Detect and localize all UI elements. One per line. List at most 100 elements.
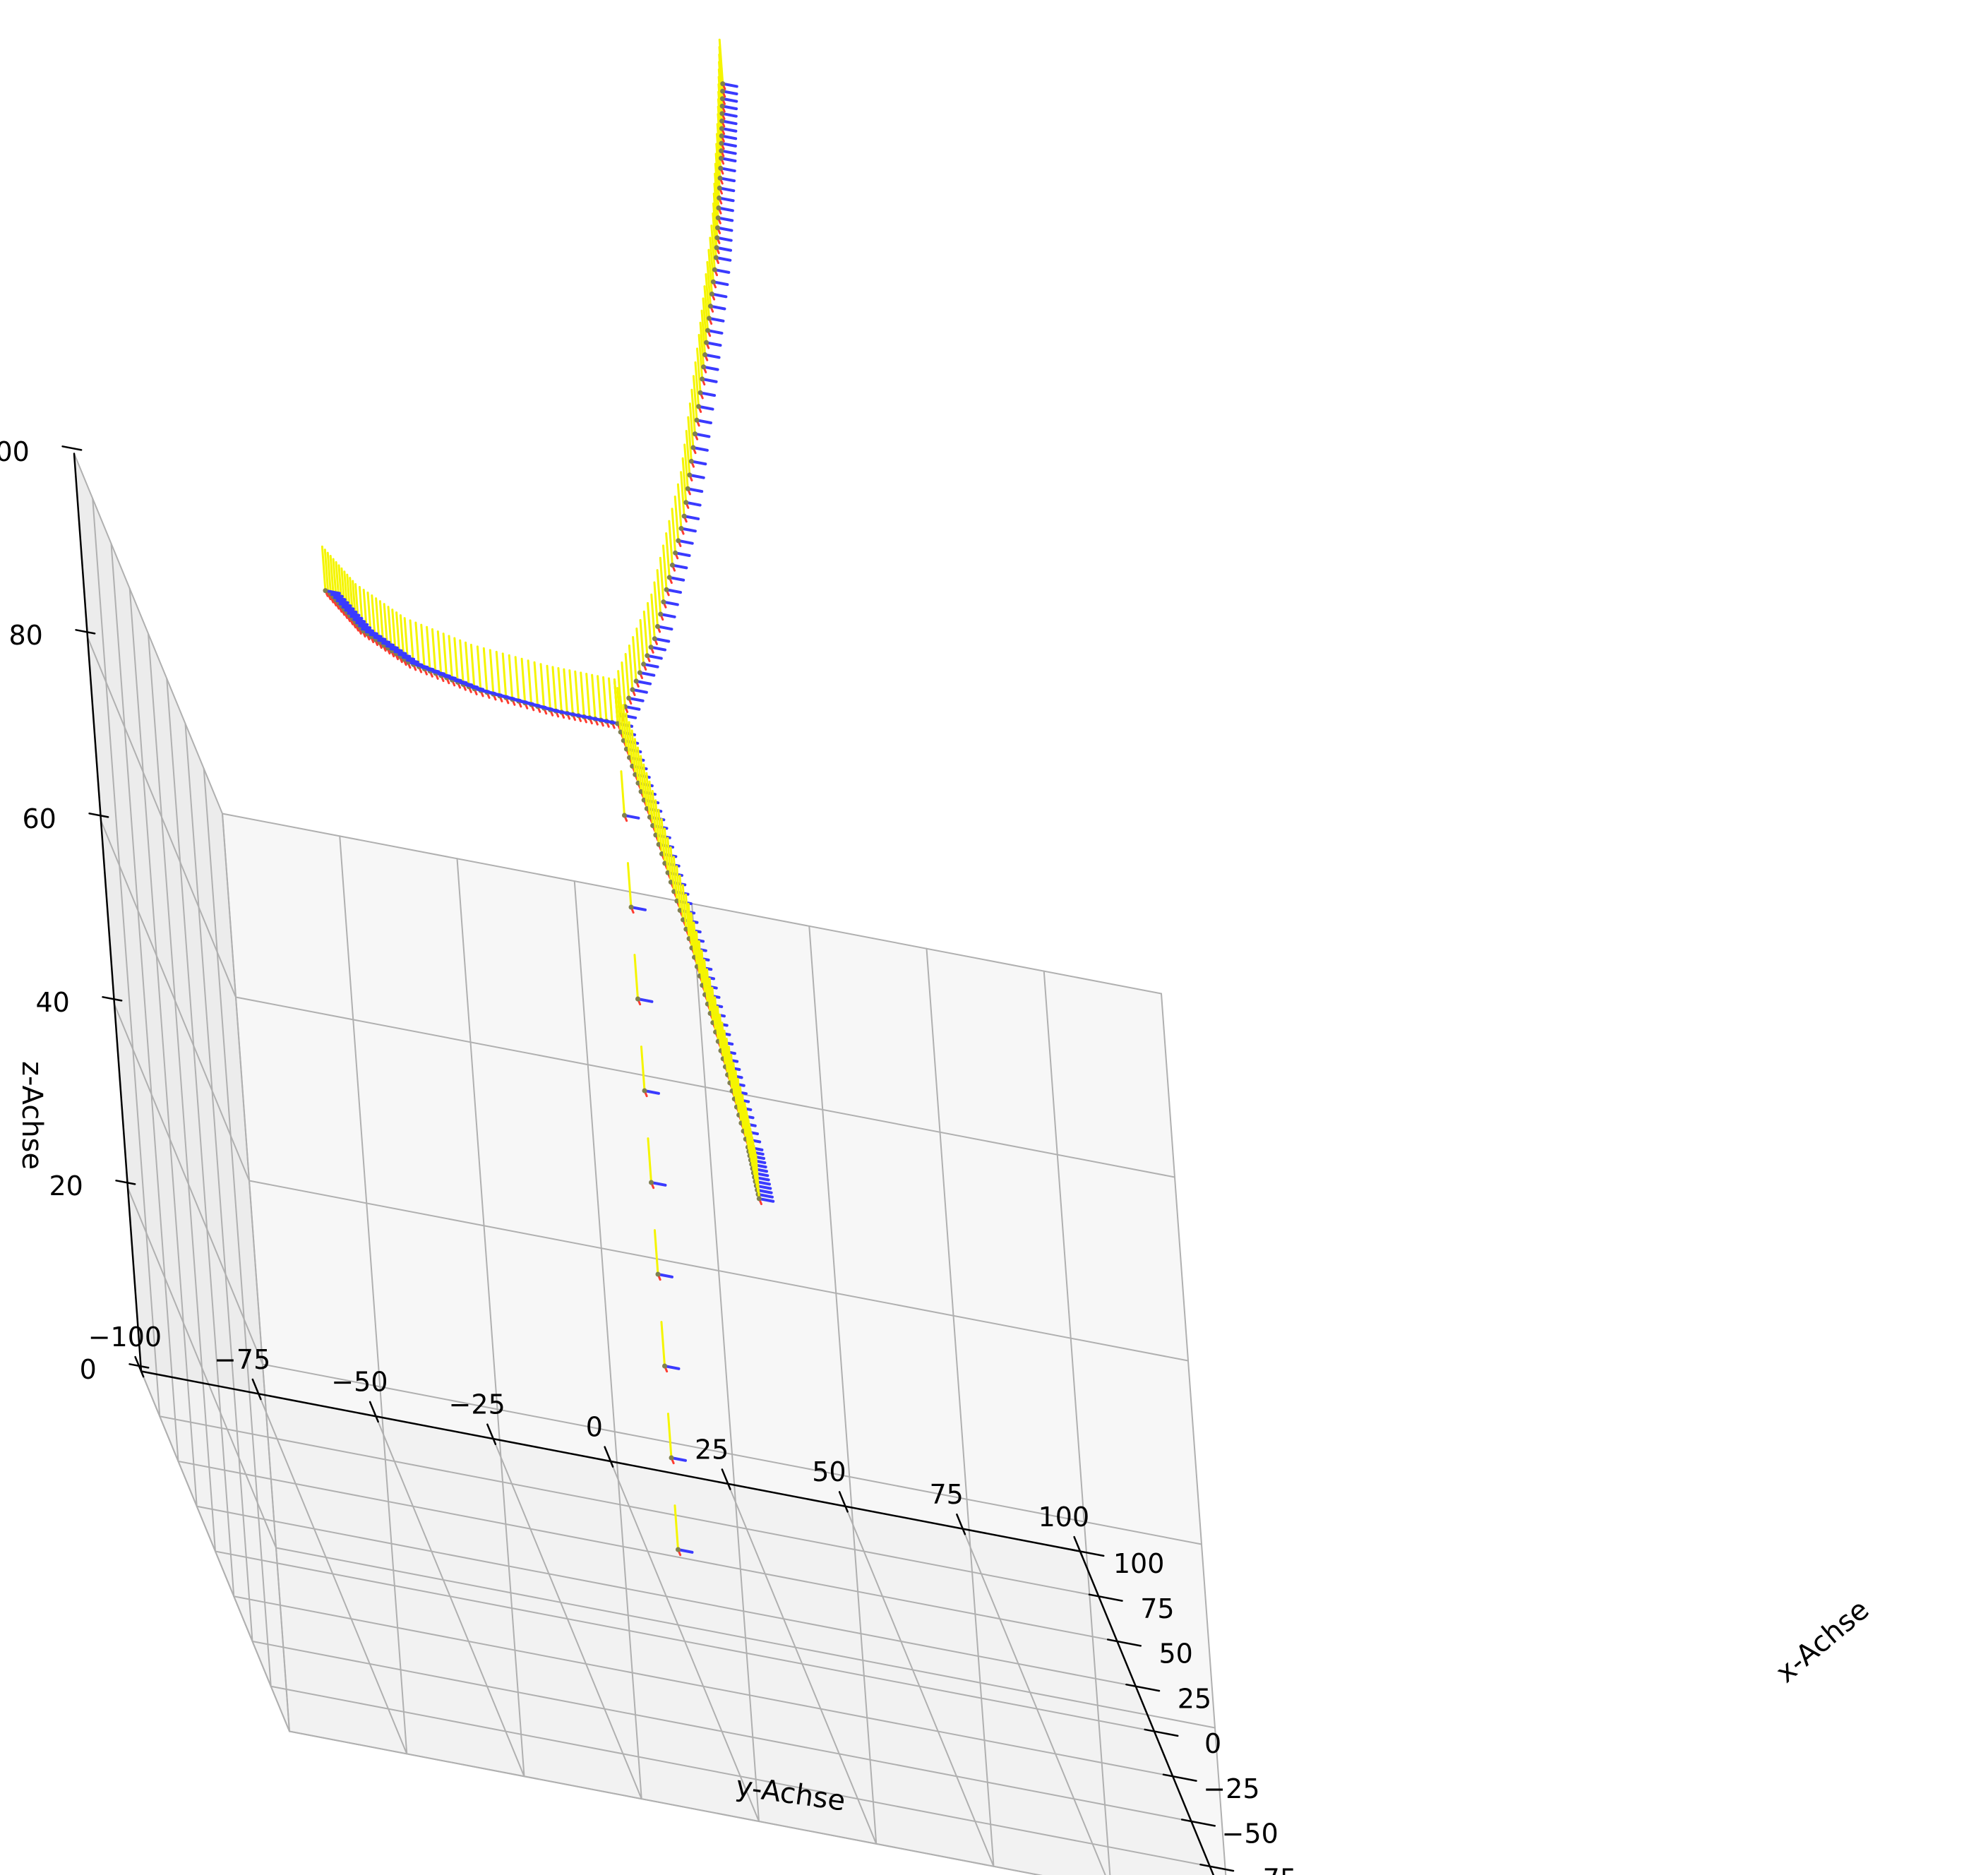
- frame-z-mark: [648, 780, 654, 827]
- frame-z-mark: [551, 666, 558, 712]
- frame-z-mark: [723, 1029, 729, 1077]
- grid-line: [100, 820, 250, 1182]
- frame-z-mark: [721, 1022, 726, 1068]
- grid-line: [691, 903, 760, 1822]
- frame-z-mark: [709, 236, 714, 283]
- data-point: [654, 623, 660, 629]
- frame-z-mark: [699, 321, 705, 369]
- x-tick: [1125, 1683, 1161, 1692]
- data-point: [637, 670, 642, 676]
- grid-line: [962, 1528, 1106, 1875]
- frame-z-mark: [732, 1062, 738, 1108]
- frame-z-mark: [563, 668, 568, 714]
- grid-line: [184, 723, 253, 1642]
- frame-z-mark: [700, 309, 707, 356]
- y-tick-label: 100: [1038, 1502, 1090, 1533]
- z-tick: [88, 813, 109, 818]
- frame-z-mark: [730, 1053, 736, 1101]
- z-axis-line: [73, 453, 143, 1372]
- frame-z-mark: [621, 661, 626, 708]
- grid-line: [222, 813, 290, 1732]
- frame-z-mark: [420, 623, 426, 671]
- data-point: [720, 88, 726, 94]
- grid-line: [262, 1363, 1202, 1545]
- data-point: [690, 445, 696, 450]
- x-tick-label: 75: [1140, 1593, 1174, 1624]
- frame-z-mark: [568, 669, 574, 716]
- frame-z-mark: [642, 763, 648, 810]
- frame-z-mark: [624, 653, 630, 700]
- data-point: [648, 645, 654, 650]
- data-point: [718, 165, 724, 171]
- data-point: [714, 225, 720, 231]
- data-point: [702, 352, 708, 357]
- frame-z-mark: [426, 625, 431, 673]
- frame-z-mark: [663, 827, 669, 874]
- frame-z-mark: [688, 402, 695, 449]
- grid-line: [114, 1003, 263, 1365]
- frame-z-mark: [692, 375, 698, 421]
- frame-z-mark: [736, 1077, 743, 1125]
- grid-line: [87, 636, 236, 998]
- frame-z-mark: [710, 224, 716, 271]
- frame-z-mark: [672, 856, 678, 902]
- data-point: [712, 267, 717, 272]
- data-point: [719, 96, 725, 102]
- frame-z-mark: [520, 657, 527, 705]
- frame-z-mark: [642, 610, 649, 657]
- frame-z-mark: [716, 123, 722, 169]
- grid-line: [275, 1547, 1216, 1729]
- frame-z-mark: [630, 729, 637, 776]
- grid-line: [844, 1505, 995, 1867]
- frame-z-mark: [501, 652, 508, 699]
- frame-z-mark: [666, 837, 672, 884]
- grid-line: [339, 835, 408, 1755]
- frame-z-mark: [703, 285, 709, 332]
- frame-z-mark: [708, 977, 714, 1024]
- y-tick: [369, 1401, 379, 1423]
- x-tick-label: 100: [1113, 1548, 1165, 1579]
- data-point: [719, 155, 724, 161]
- frame-z-mark: [694, 361, 700, 408]
- data-point: [641, 661, 647, 667]
- frame-z-mark: [696, 347, 702, 394]
- frame-z-mark: [681, 884, 688, 930]
- frame-z-mark: [676, 483, 683, 529]
- data-point: [661, 599, 666, 605]
- x-tick: [1106, 1639, 1142, 1647]
- data-point: [664, 587, 669, 592]
- frame-z-mark: [459, 639, 465, 686]
- frame-z-mark: [712, 212, 717, 259]
- data-point: [694, 417, 700, 423]
- frame-z-mark: [647, 1137, 652, 1184]
- frame-z-mark: [622, 704, 628, 750]
- data-point: [716, 205, 721, 210]
- data-point: [630, 687, 635, 693]
- frame-z-mark: [666, 1413, 673, 1459]
- data-point: [719, 126, 724, 131]
- frame-z-mark: [715, 143, 721, 189]
- frame-z-mark: [651, 789, 657, 837]
- frame-z-mark: [640, 755, 645, 801]
- data-point: [707, 316, 712, 321]
- frame-z-mark: [690, 388, 696, 436]
- frame-z-mark: [657, 808, 663, 856]
- grid-line: [248, 1180, 1189, 1362]
- frame-z-mark: [640, 1046, 646, 1092]
- data-point: [705, 328, 711, 333]
- grid-line: [926, 947, 995, 1867]
- grid-line: [808, 925, 878, 1845]
- z-tick-label: 20: [49, 1170, 83, 1202]
- frame-z-mark: [714, 172, 719, 220]
- data-point: [719, 148, 724, 154]
- frame-z-mark: [647, 601, 652, 649]
- y-tick: [721, 1468, 731, 1490]
- z-tick: [102, 996, 123, 1002]
- y-tick-label: 75: [929, 1479, 963, 1510]
- data-point: [719, 133, 724, 138]
- z-tick-label: 100: [0, 436, 30, 467]
- grid-line: [235, 996, 1175, 1178]
- frame-z-mark: [625, 712, 631, 759]
- x-tick-label: 0: [1204, 1728, 1221, 1759]
